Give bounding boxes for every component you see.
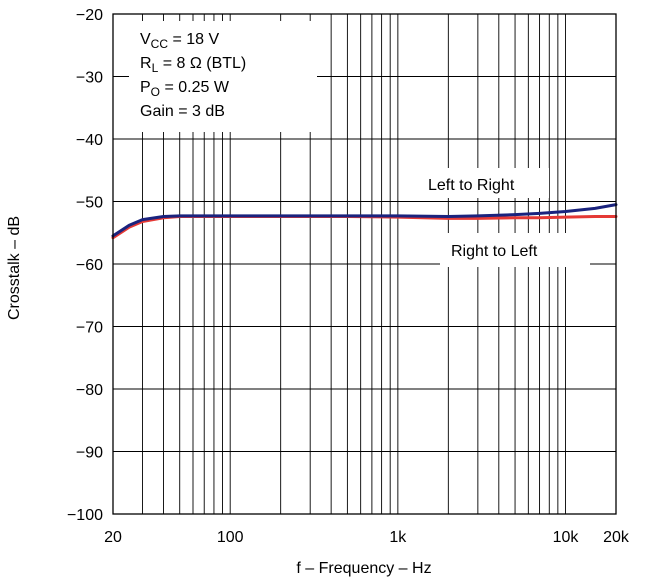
x-tick-label: 20k <box>603 529 630 546</box>
y-tick-labels: −20 −30 −40 −50 −60 −70 −80 −90 −100 <box>67 7 103 524</box>
label-background-right-to-left <box>440 233 590 267</box>
x-tick-label: 10k <box>553 529 580 546</box>
label-background-left-to-right <box>419 168 549 198</box>
condition-line: VCC = 18 V <box>140 31 219 51</box>
y-tick-label: −100 <box>67 507 103 524</box>
x-tick-labels: 20 100 1k 10k 20k <box>104 529 630 546</box>
conditions-text: VCC = 18 V RL = 8 Ω (BTL) PO = 0.25 W Gain … <box>140 31 246 120</box>
y-tick-label: −90 <box>76 445 103 462</box>
y-tick-label: −40 <box>76 132 103 149</box>
x-tick-label: 100 <box>217 529 244 546</box>
series-line-left-to-right <box>111 203 618 238</box>
y-tick-label: −80 <box>76 382 103 399</box>
x-tick-label: 1k <box>389 529 407 546</box>
x-axis-title: f – Frequency – Hz <box>296 560 431 577</box>
y-tick-label: −30 <box>76 70 103 87</box>
y-axis-title: Crosstalk – dB <box>6 216 23 320</box>
plot-frame <box>112 13 617 515</box>
y-tick-label: −60 <box>76 257 103 274</box>
conditions-box: VCC = 18 V RL = 8 Ω (BTL) PO = 0.25 W Gain … <box>129 21 317 132</box>
series-lines <box>111 203 618 240</box>
x-tick-label: 20 <box>104 529 122 546</box>
y-tick-label: −20 <box>76 7 103 24</box>
series-label-right-to-left: Right to Left <box>451 243 538 260</box>
condition-line: Gain = 3 dB <box>140 103 225 120</box>
y-tick-label: −50 <box>76 195 103 212</box>
series-label-left-to-right: Left to Right <box>428 177 515 194</box>
condition-line: RL = 8 Ω (BTL) <box>140 55 246 75</box>
y-tick-label: −70 <box>76 320 103 337</box>
condition-line: PO = 0.25 W <box>140 79 230 99</box>
conditions-background <box>129 21 317 132</box>
